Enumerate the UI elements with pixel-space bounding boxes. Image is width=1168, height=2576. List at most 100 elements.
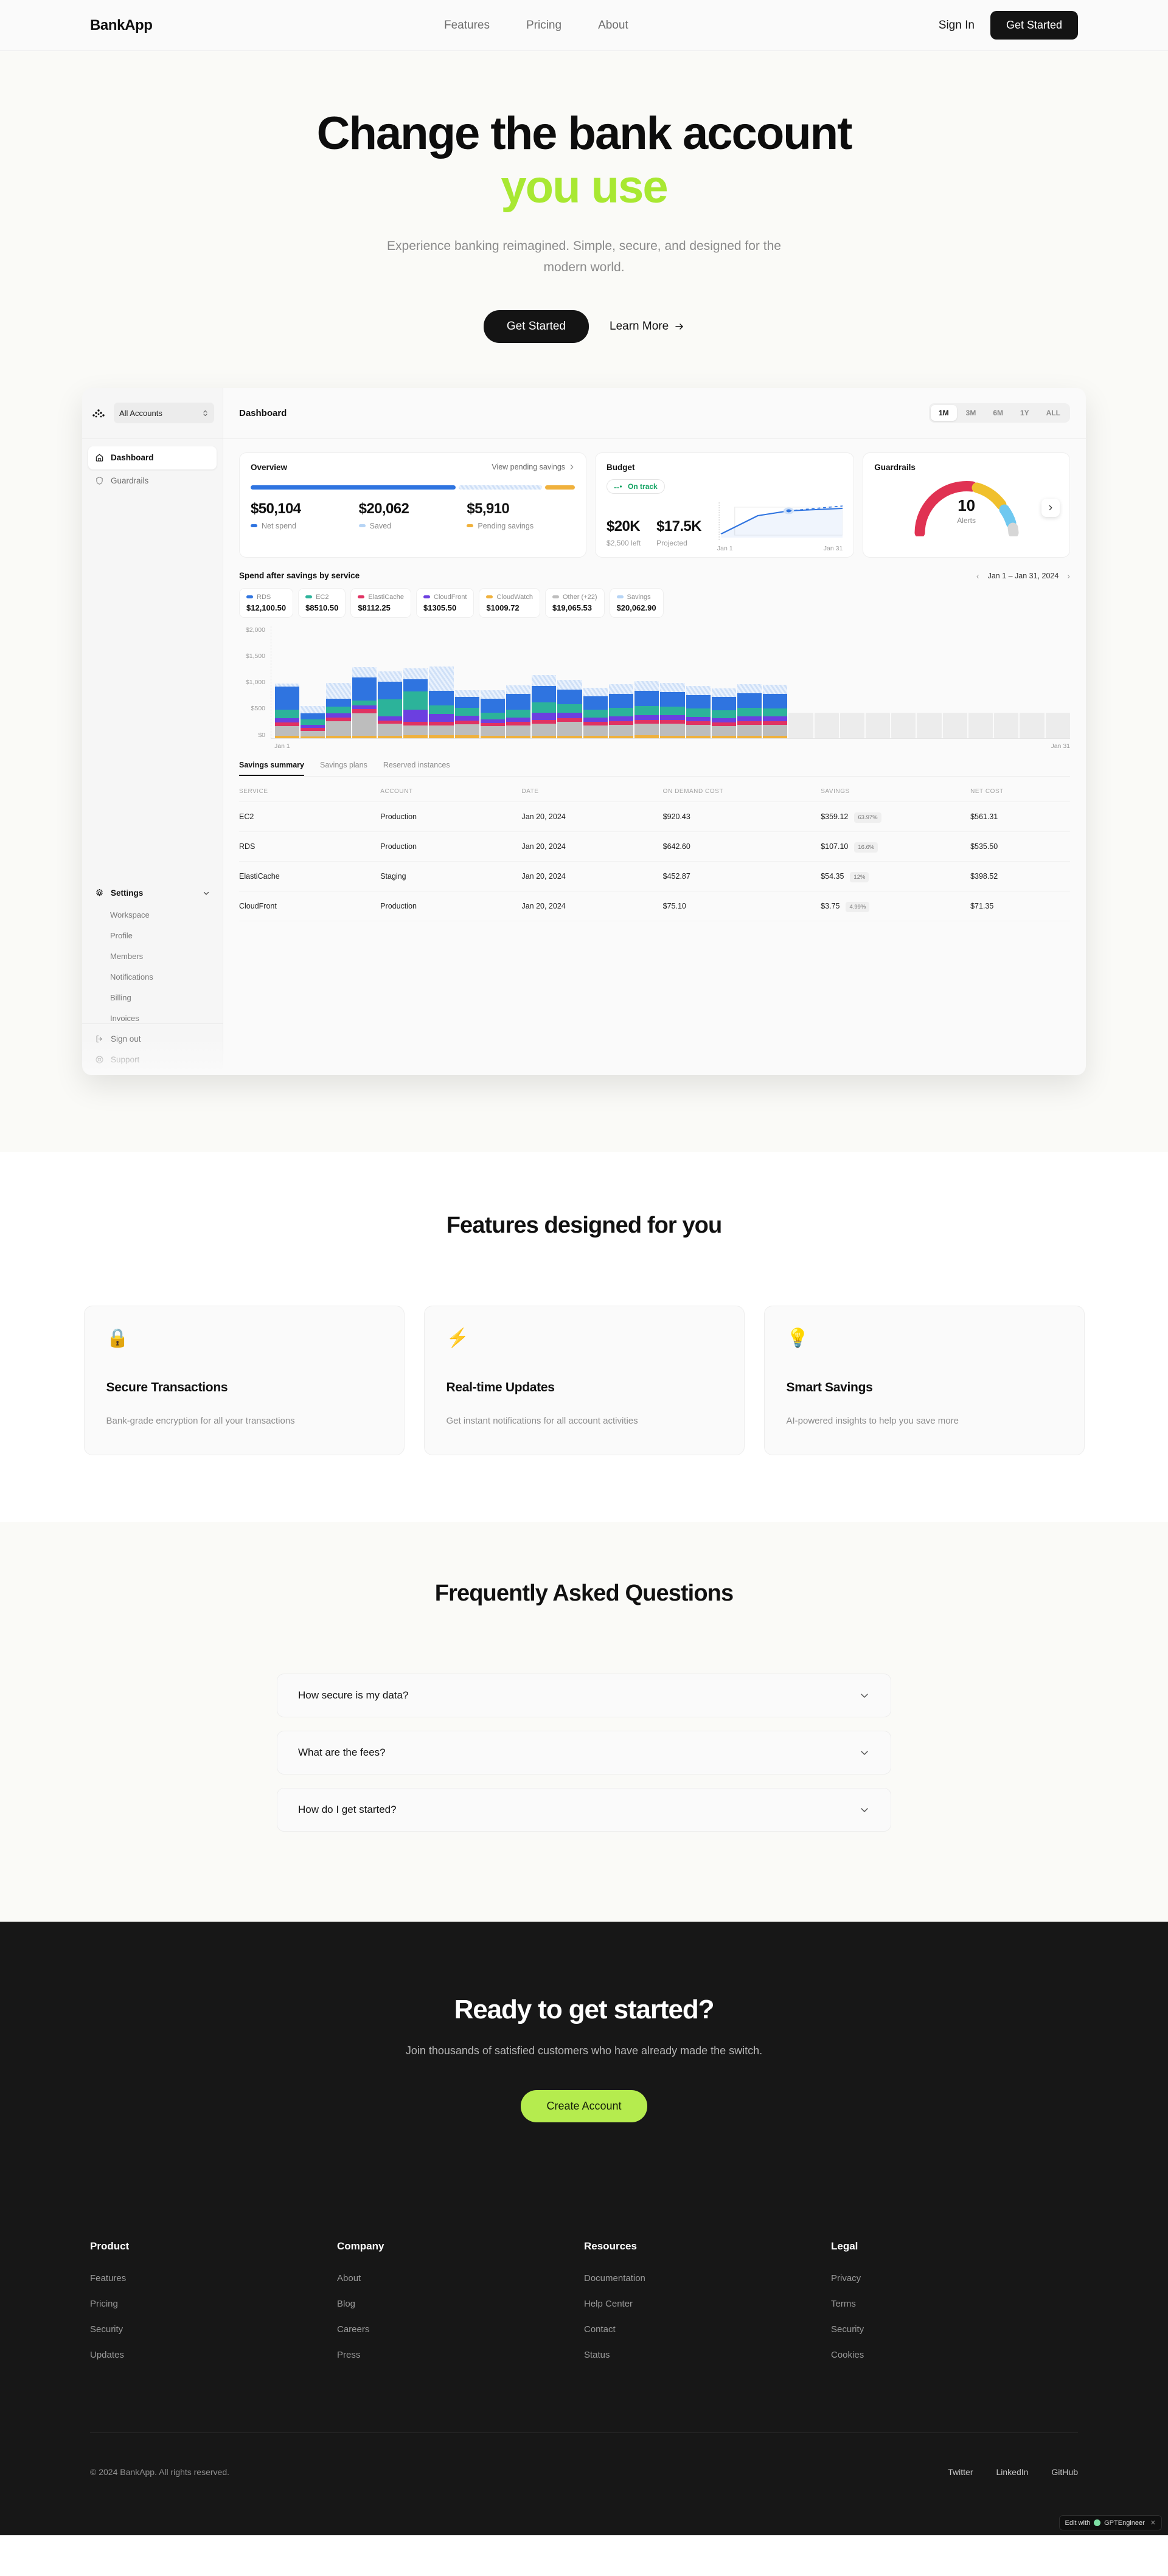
table-row[interactable]: RDS Production Jan 20, 2024 $642.60 $107… xyxy=(239,831,1070,862)
chart-bar[interactable] xyxy=(917,712,942,738)
chart-bar[interactable] xyxy=(994,712,1019,738)
sidebar-item-support[interactable]: Support xyxy=(88,1050,217,1070)
chart-bar[interactable] xyxy=(891,712,916,738)
edit-with-gptengineer-badge[interactable]: Edit with GPTEngineer ✕ xyxy=(1058,2515,1162,2531)
account-selector[interactable]: All Accounts xyxy=(114,403,214,424)
table-row[interactable]: CloudFront Production Jan 20, 2024 $75.1… xyxy=(239,891,1070,921)
social-link-github[interactable]: GitHub xyxy=(1051,2467,1078,2477)
hero-get-started-button[interactable]: Get Started xyxy=(483,310,589,343)
faq-item-get-started[interactable]: How do I get started? xyxy=(277,1788,891,1832)
footer-link-pricing[interactable]: Pricing xyxy=(90,2299,118,2310)
tab-savings-summary[interactable]: Savings summary xyxy=(239,761,304,776)
footer-link-terms[interactable]: Terms xyxy=(831,2299,856,2310)
chart-bar[interactable] xyxy=(583,687,608,738)
sidebar-subitem-profile[interactable]: Profile xyxy=(88,926,217,946)
footer-link-features[interactable]: Features xyxy=(90,2273,127,2284)
chart-bar[interactable] xyxy=(403,668,428,738)
learn-more-link[interactable]: Learn More xyxy=(610,320,684,333)
footer-link-documentation[interactable]: Documentation xyxy=(584,2273,645,2284)
range-tab-all[interactable]: ALL xyxy=(1046,409,1060,418)
get-started-button[interactable]: Get Started xyxy=(990,11,1078,40)
chart-bar[interactable] xyxy=(429,667,454,738)
range-tab-3m[interactable]: 3M xyxy=(965,409,976,418)
legend-chip-rds[interactable]: RDS $12,100.50 xyxy=(239,587,294,618)
chart-bar[interactable] xyxy=(711,688,736,738)
brand-logo[interactable]: BankApp xyxy=(90,16,153,33)
view-pending-savings-link[interactable]: View pending savings xyxy=(492,463,575,471)
chart-bar[interactable] xyxy=(557,680,582,738)
chart-bar[interactable] xyxy=(1045,712,1070,738)
sidebar-subitem-billing[interactable]: Billing xyxy=(88,988,217,1008)
chart-bar[interactable] xyxy=(866,712,891,738)
table-row[interactable]: ElastiCache Staging Jan 20, 2024 $452.87… xyxy=(239,861,1070,892)
chart-bar[interactable] xyxy=(660,682,685,738)
footer-link-security[interactable]: Security xyxy=(90,2324,123,2335)
legend-chip-elasticache[interactable]: ElastiCache $8112.25 xyxy=(350,587,412,618)
legend-chip-ec2[interactable]: EC2 $8510.50 xyxy=(298,587,346,618)
chart-bar[interactable] xyxy=(839,712,865,738)
close-icon[interactable]: ✕ xyxy=(1150,2519,1156,2527)
faq-item-fees[interactable]: What are the fees? xyxy=(277,1731,891,1775)
footer-link-careers[interactable]: Careers xyxy=(337,2324,370,2335)
chart-bar[interactable] xyxy=(532,675,557,738)
chart-bar[interactable] xyxy=(377,671,403,738)
chart-bar[interactable] xyxy=(326,682,351,738)
sidebar-subitem-members[interactable]: Members xyxy=(88,946,217,967)
legend-chip-cloudwatch[interactable]: CloudWatch $1009.72 xyxy=(479,587,540,618)
nav-link-pricing[interactable]: Pricing xyxy=(526,18,562,32)
sidebar-subitem-notifications[interactable]: Notifications xyxy=(88,967,217,988)
sidebar-item-signout[interactable]: Sign out xyxy=(88,1029,217,1050)
chart-bar[interactable] xyxy=(1020,712,1045,738)
faq-item-security[interactable]: How secure is my data? xyxy=(277,1674,891,1718)
tab-savings-plans[interactable]: Savings plans xyxy=(320,760,367,769)
footer-link-legal-security[interactable]: Security xyxy=(831,2324,864,2335)
feature-card-smart-savings[interactable]: 💡 Smart Savings AI-powered insights to h… xyxy=(763,1305,1085,1456)
chart-bar[interactable] xyxy=(275,684,300,738)
tab-reserved-instances[interactable]: Reserved instances xyxy=(383,760,450,769)
footer-link-help-center[interactable]: Help Center xyxy=(584,2299,633,2310)
footer-link-contact[interactable]: Contact xyxy=(584,2324,616,2335)
footer-link-about[interactable]: About xyxy=(337,2273,361,2284)
chart-bar[interactable] xyxy=(301,706,325,738)
chart-bar[interactable] xyxy=(788,712,813,738)
footer-link-press[interactable]: Press xyxy=(337,2350,361,2361)
chart-bar[interactable] xyxy=(737,684,762,738)
footer-link-status[interactable]: Status xyxy=(584,2350,610,2361)
nav-link-features[interactable]: Features xyxy=(444,18,490,32)
footer-link-blog[interactable]: Blog xyxy=(337,2299,356,2310)
legend-chip-other[interactable]: Other (+22) $19,065.53 xyxy=(544,587,605,618)
chart-bar[interactable] xyxy=(634,680,659,738)
sidebar-item-settings[interactable]: Settings xyxy=(88,882,217,905)
chart-bar[interactable] xyxy=(968,712,993,738)
legend-chip-savings[interactable]: Savings $20,062.90 xyxy=(609,587,664,618)
chart-bar[interactable] xyxy=(352,667,377,738)
sidebar-subitem-invoices[interactable]: Invoices xyxy=(88,1008,217,1029)
nav-link-about[interactable]: About xyxy=(598,18,628,32)
social-link-linkedin[interactable]: LinkedIn xyxy=(996,2467,1029,2477)
date-next-button[interactable]: › xyxy=(1067,570,1070,581)
guardrails-detail-button[interactable] xyxy=(1041,498,1060,517)
chart-bar[interactable] xyxy=(506,685,531,738)
table-row[interactable]: EC2 Production Jan 20, 2024 $920.43 $359… xyxy=(239,802,1070,832)
sidebar-item-dashboard[interactable]: Dashboard xyxy=(88,446,217,469)
chart-bar[interactable] xyxy=(686,686,711,738)
chart-bar[interactable] xyxy=(814,712,839,738)
footer-link-cookies[interactable]: Cookies xyxy=(831,2350,864,2361)
sign-in-link[interactable]: Sign In xyxy=(938,18,975,32)
chart-bar[interactable] xyxy=(608,684,634,738)
footer-link-updates[interactable]: Updates xyxy=(90,2350,124,2361)
feature-card-secure-transactions[interactable]: 🔒 Secure Transactions Bank-grade encrypt… xyxy=(83,1305,405,1456)
range-tab-6m[interactable]: 6M xyxy=(993,409,1003,418)
chart-bar[interactable] xyxy=(480,690,505,738)
sidebar-subitem-workspace[interactable]: Workspace xyxy=(88,905,217,926)
legend-chip-cloudfront[interactable]: CloudFront $1305.50 xyxy=(416,587,474,618)
range-tab-1y[interactable]: 1Y xyxy=(1020,409,1029,418)
footer-link-privacy[interactable]: Privacy xyxy=(831,2273,861,2284)
feature-card-realtime-updates[interactable]: ⚡ Real-time Updates Get instant notifica… xyxy=(423,1305,745,1456)
chart-bar[interactable] xyxy=(454,690,479,738)
date-prev-button[interactable]: ‹ xyxy=(976,570,979,581)
chart-bar[interactable] xyxy=(942,712,967,738)
social-link-twitter[interactable]: Twitter xyxy=(948,2467,973,2477)
range-tab-1m[interactable]: 1M xyxy=(930,405,957,421)
create-account-button[interactable]: Create Account xyxy=(521,2090,647,2123)
